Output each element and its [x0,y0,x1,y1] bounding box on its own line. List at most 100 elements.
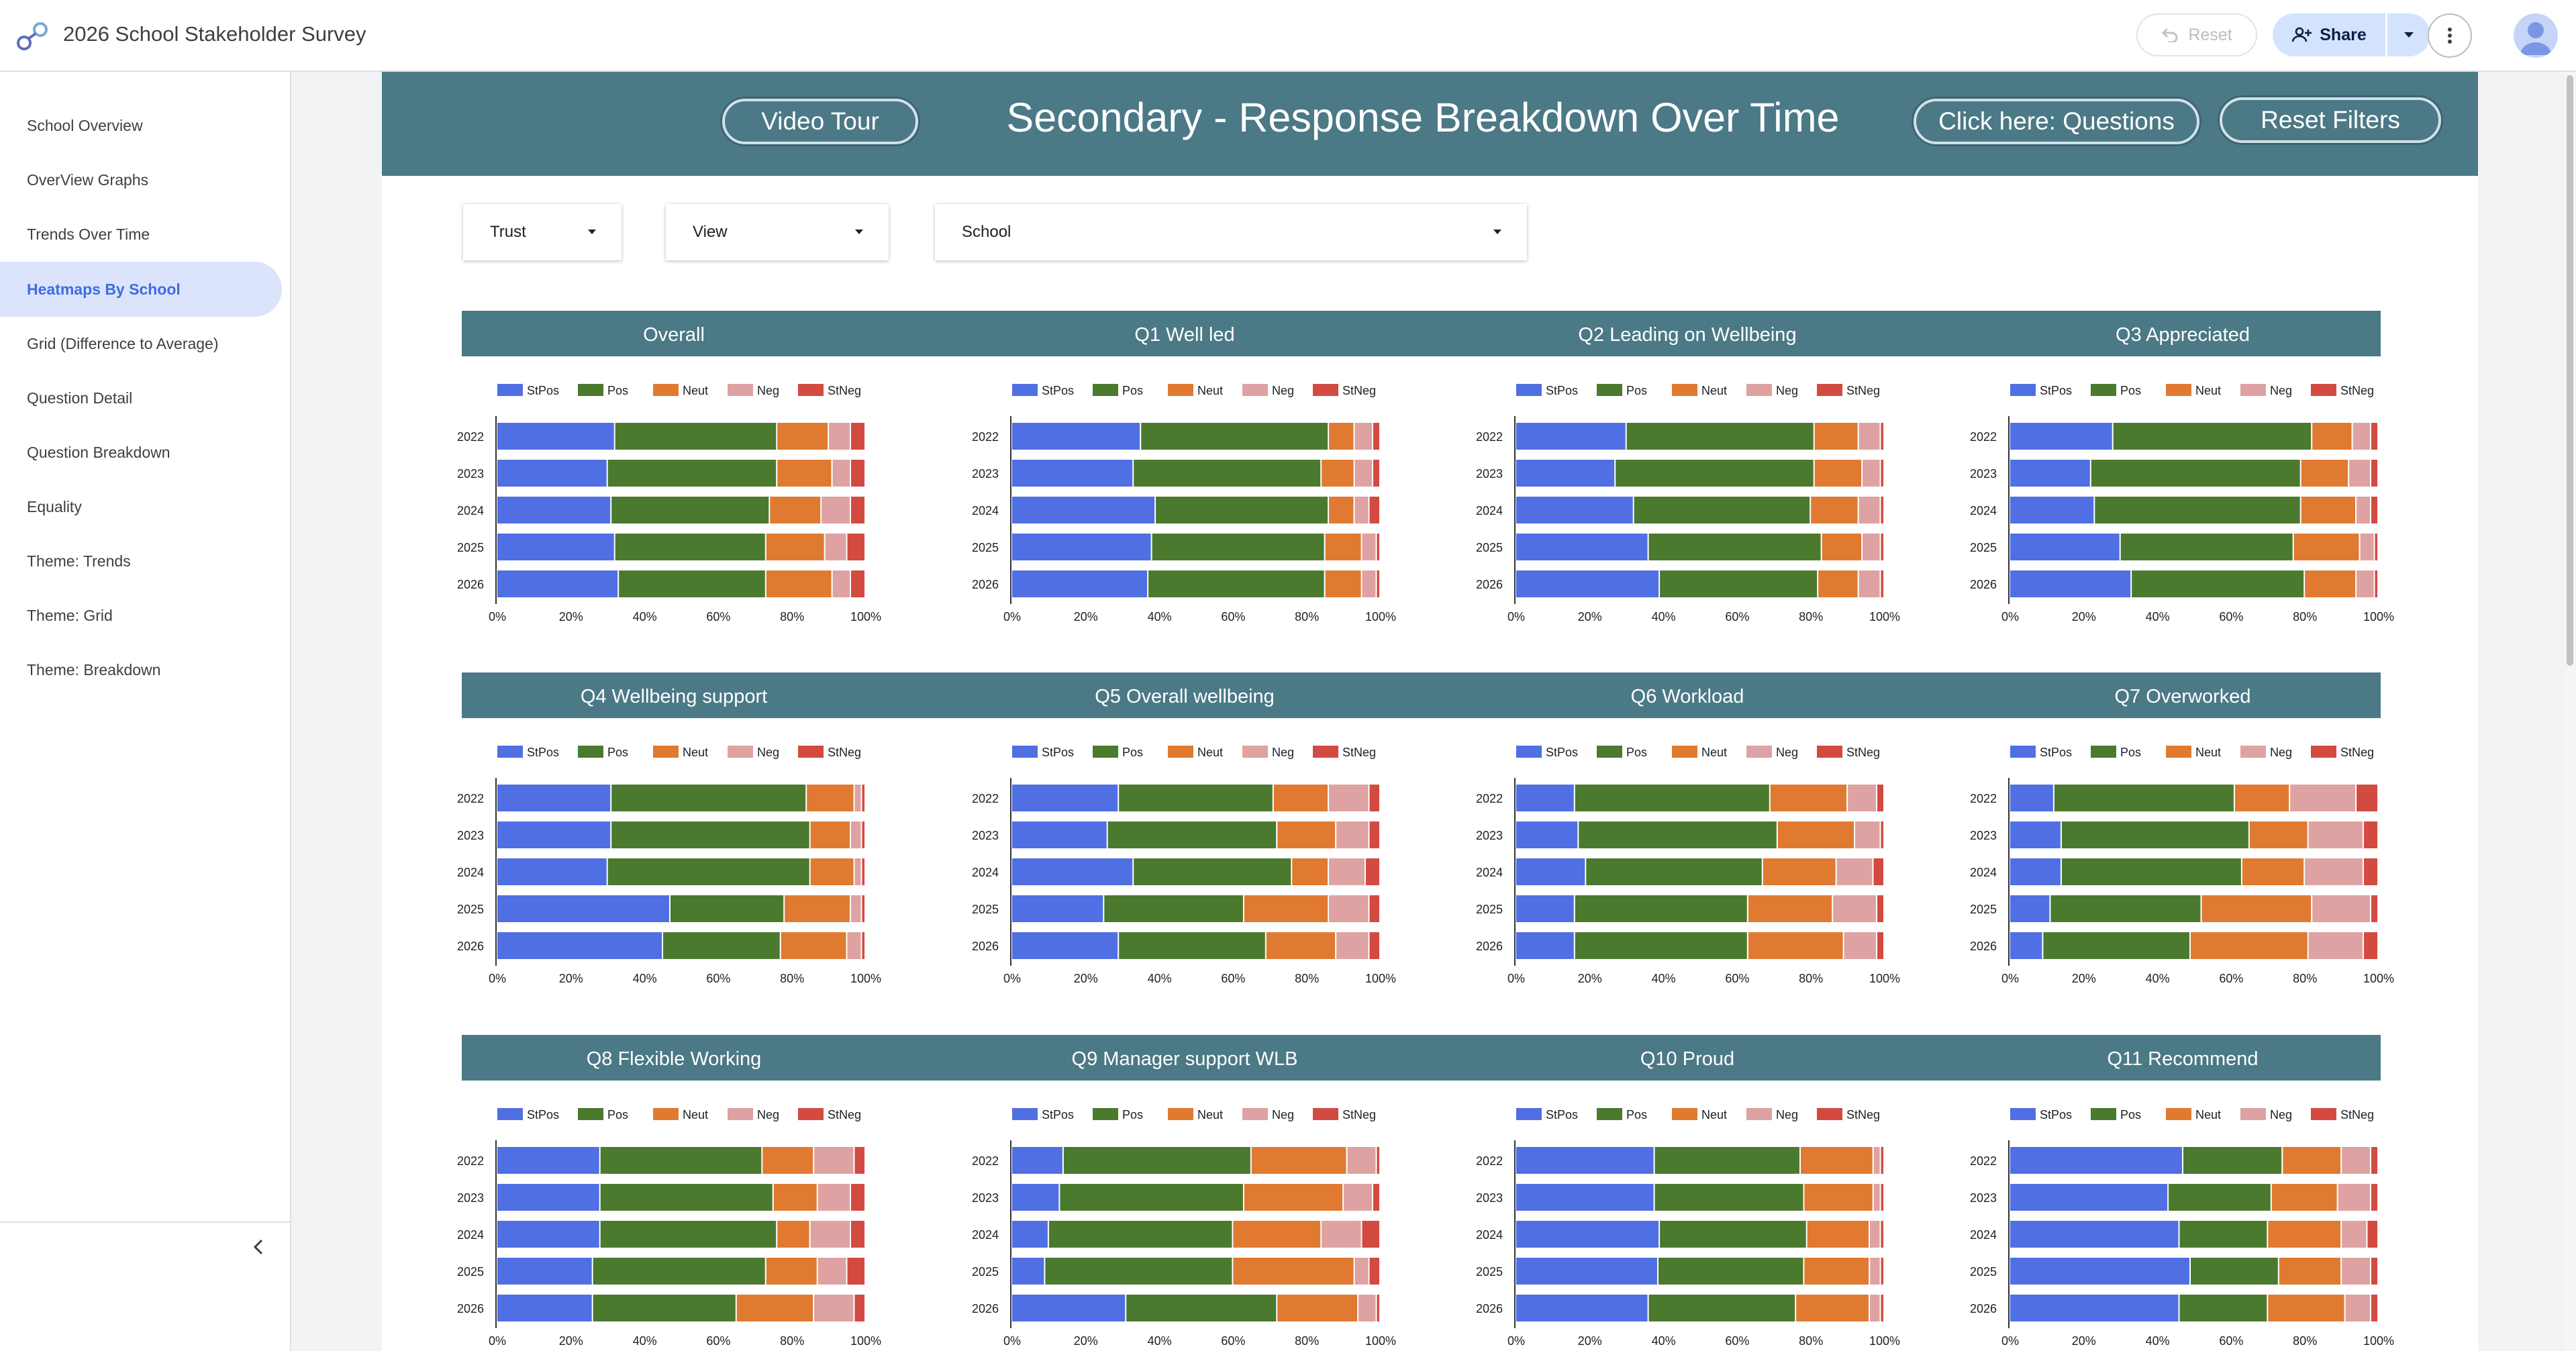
view-filter-label: View [693,223,728,241]
category-label: 2023 [972,467,999,481]
x-tick-label: 0% [1507,610,1525,623]
x-tick-label: 40% [1652,610,1676,623]
sidebar-item-school-overview[interactable]: School Overview [0,98,282,153]
category-label: 2024 [1970,1228,1997,1242]
bar-q5-overall-wellbeing-2025-neut [1244,895,1328,922]
bar-q11-recommend-2022-stpos [2010,1147,2182,1174]
chart-title-q4-wellbeing-support: Q4 Wellbeing support [581,686,767,707]
bar-q7-overworked-2025-stneg [2371,895,2377,922]
sidebar-item-theme-trends[interactable]: Theme: Trends [0,534,282,589]
bar-q8-flexible-working-2023-stneg [851,1184,864,1211]
bar-q2-leading-on-wellbeing-2024-pos [1634,497,1810,523]
bar-q8-flexible-working-2026-neut [736,1295,813,1321]
chevron-left-icon[interactable] [247,1235,271,1259]
bar-q5-overall-wellbeing-2024-neg [1329,858,1365,885]
legend-label-neg: Neg [1776,1108,1798,1121]
legend-swatch-pos [578,1108,603,1120]
share-button[interactable]: Share [2273,13,2385,56]
bar-q2-leading-on-wellbeing-2025-pos [1648,534,1821,560]
legend-label-stpos: StPos [1546,1108,1578,1121]
legend-swatch-neut [1672,384,1697,396]
bar-q2-leading-on-wellbeing-2024-neut [1811,497,1858,523]
bar-q7-overworked-2023-pos [2061,821,2248,848]
bar-q1-well-led-2026-pos [1148,570,1324,597]
avatar[interactable] [2514,13,2558,58]
trust-filter-dropdown[interactable]: Trust [463,204,622,260]
x-tick-label: 80% [1799,610,1823,623]
x-tick-label: 0% [1003,972,1021,985]
category-label: 2025 [1970,903,1997,916]
sidebar-item-equality[interactable]: Equality [0,479,282,534]
bar-overall-2024-stpos [497,497,611,523]
legend-label-neg: Neg [1272,1108,1294,1121]
legend-label-stneg: StNeg [2340,746,2374,759]
bar-q5-overall-wellbeing-2023-pos [1107,821,1277,848]
chart-title-q3-appreciated: Q3 Appreciated [2116,324,2250,346]
x-tick-label: 60% [706,972,730,985]
more-options-button[interactable] [2428,13,2472,58]
x-tick-label: 100% [850,972,881,985]
bar-q8-flexible-working-2023-stpos [497,1184,599,1211]
bar-q10-proud-2025-neg [1870,1258,1880,1285]
legend-label-neut: Neut [1197,384,1223,397]
caret-down-icon [588,230,596,234]
school-filter-dropdown[interactable]: School [935,204,1527,260]
sidebar-item-theme-breakdown[interactable]: Theme: Breakdown [0,642,282,697]
legend-swatch-stpos [1012,1108,1038,1120]
chart-title-q6-workload: Q6 Workload [1631,686,1744,707]
sidebar-item-question-breakdown[interactable]: Question Breakdown [0,425,282,480]
share-dropdown-button[interactable] [2387,13,2430,56]
chart-row-header-band [462,1035,2381,1081]
bar-q8-flexible-working-2022-stneg [854,1147,864,1174]
sidebar-item-overview-graphs[interactable]: OverView Graphs [0,152,282,207]
category-label: 2023 [1476,1191,1503,1205]
bar-q4-wellbeing-support-2025-neg [851,895,861,922]
legend-swatch-stneg [2311,384,2336,396]
legend-label-neut: Neut [2195,1108,2221,1121]
category-label: 2024 [457,504,484,517]
category-label: 2024 [1476,866,1503,879]
category-label: 2022 [1970,792,1997,805]
questions-button[interactable]: Click here: Questions [1914,99,2199,144]
reset-filters-button[interactable]: Reset Filters [2220,97,2441,143]
legend-label-neut: Neut [1197,1108,1223,1121]
bar-q2-leading-on-wellbeing-2024-stneg [1881,497,1883,523]
sidebar-item-heatmaps-by-school[interactable]: Heatmaps By School [0,262,282,317]
video-tour-button[interactable]: Video Tour [722,99,918,144]
bar-q8-flexible-working-2022-pos [600,1147,762,1174]
bar-q9-manager-support-wlb-2026-stpos [1012,1295,1126,1321]
scrollbar-thumb[interactable] [2567,75,2573,666]
reset-button[interactable]: Reset [2136,13,2257,56]
chart-row-header-band [462,311,2381,356]
legend-label-pos: Pos [2120,1108,2141,1121]
bar-q3-appreciated-2024-stneg [2371,497,2377,523]
sidebar-item-question-detail[interactable]: Question Detail [0,370,282,426]
legend-swatch-pos [1093,384,1118,396]
bar-q1-well-led-2025-pos [1152,534,1324,560]
legend-swatch-neg [1746,384,1772,396]
x-tick-label: 100% [2363,610,2394,623]
category-label: 2026 [972,578,999,591]
sidebar-item-grid-difference[interactable]: Grid (Difference to Average) [0,316,282,371]
x-tick-label: 60% [1725,1334,1749,1348]
legend-swatch-neut [2166,746,2191,758]
x-tick-label: 100% [1869,972,1900,985]
legend-swatch-stpos [1012,384,1038,396]
sidebar-item-label: Theme: Trends [27,552,131,570]
bar-q9-manager-support-wlb-2023-stpos [1012,1184,1059,1211]
sidebar-item-theme-grid[interactable]: Theme: Grid [0,588,282,643]
bar-q10-proud-2024-neut [1807,1221,1869,1248]
view-filter-dropdown[interactable]: View [666,204,889,260]
sidebar-item-trends-over-time[interactable]: Trends Over Time [0,207,282,262]
trust-filter-label: Trust [490,223,526,241]
x-tick-label: 80% [1295,972,1319,985]
add-person-icon [2291,27,2312,42]
legend-swatch-neg [2240,746,2266,758]
bar-q3-appreciated-2025-neut [2293,534,2359,560]
bar-q1-well-led-2023-pos [1134,460,1321,487]
bar-q3-appreciated-2022-stpos [2010,423,2112,450]
bar-q7-overworked-2023-stneg [2364,821,2377,848]
bar-q6-workload-2022-pos [1575,785,1769,811]
x-tick-label: 100% [2363,1334,2394,1348]
bar-q11-recommend-2026-neut [2268,1295,2344,1321]
